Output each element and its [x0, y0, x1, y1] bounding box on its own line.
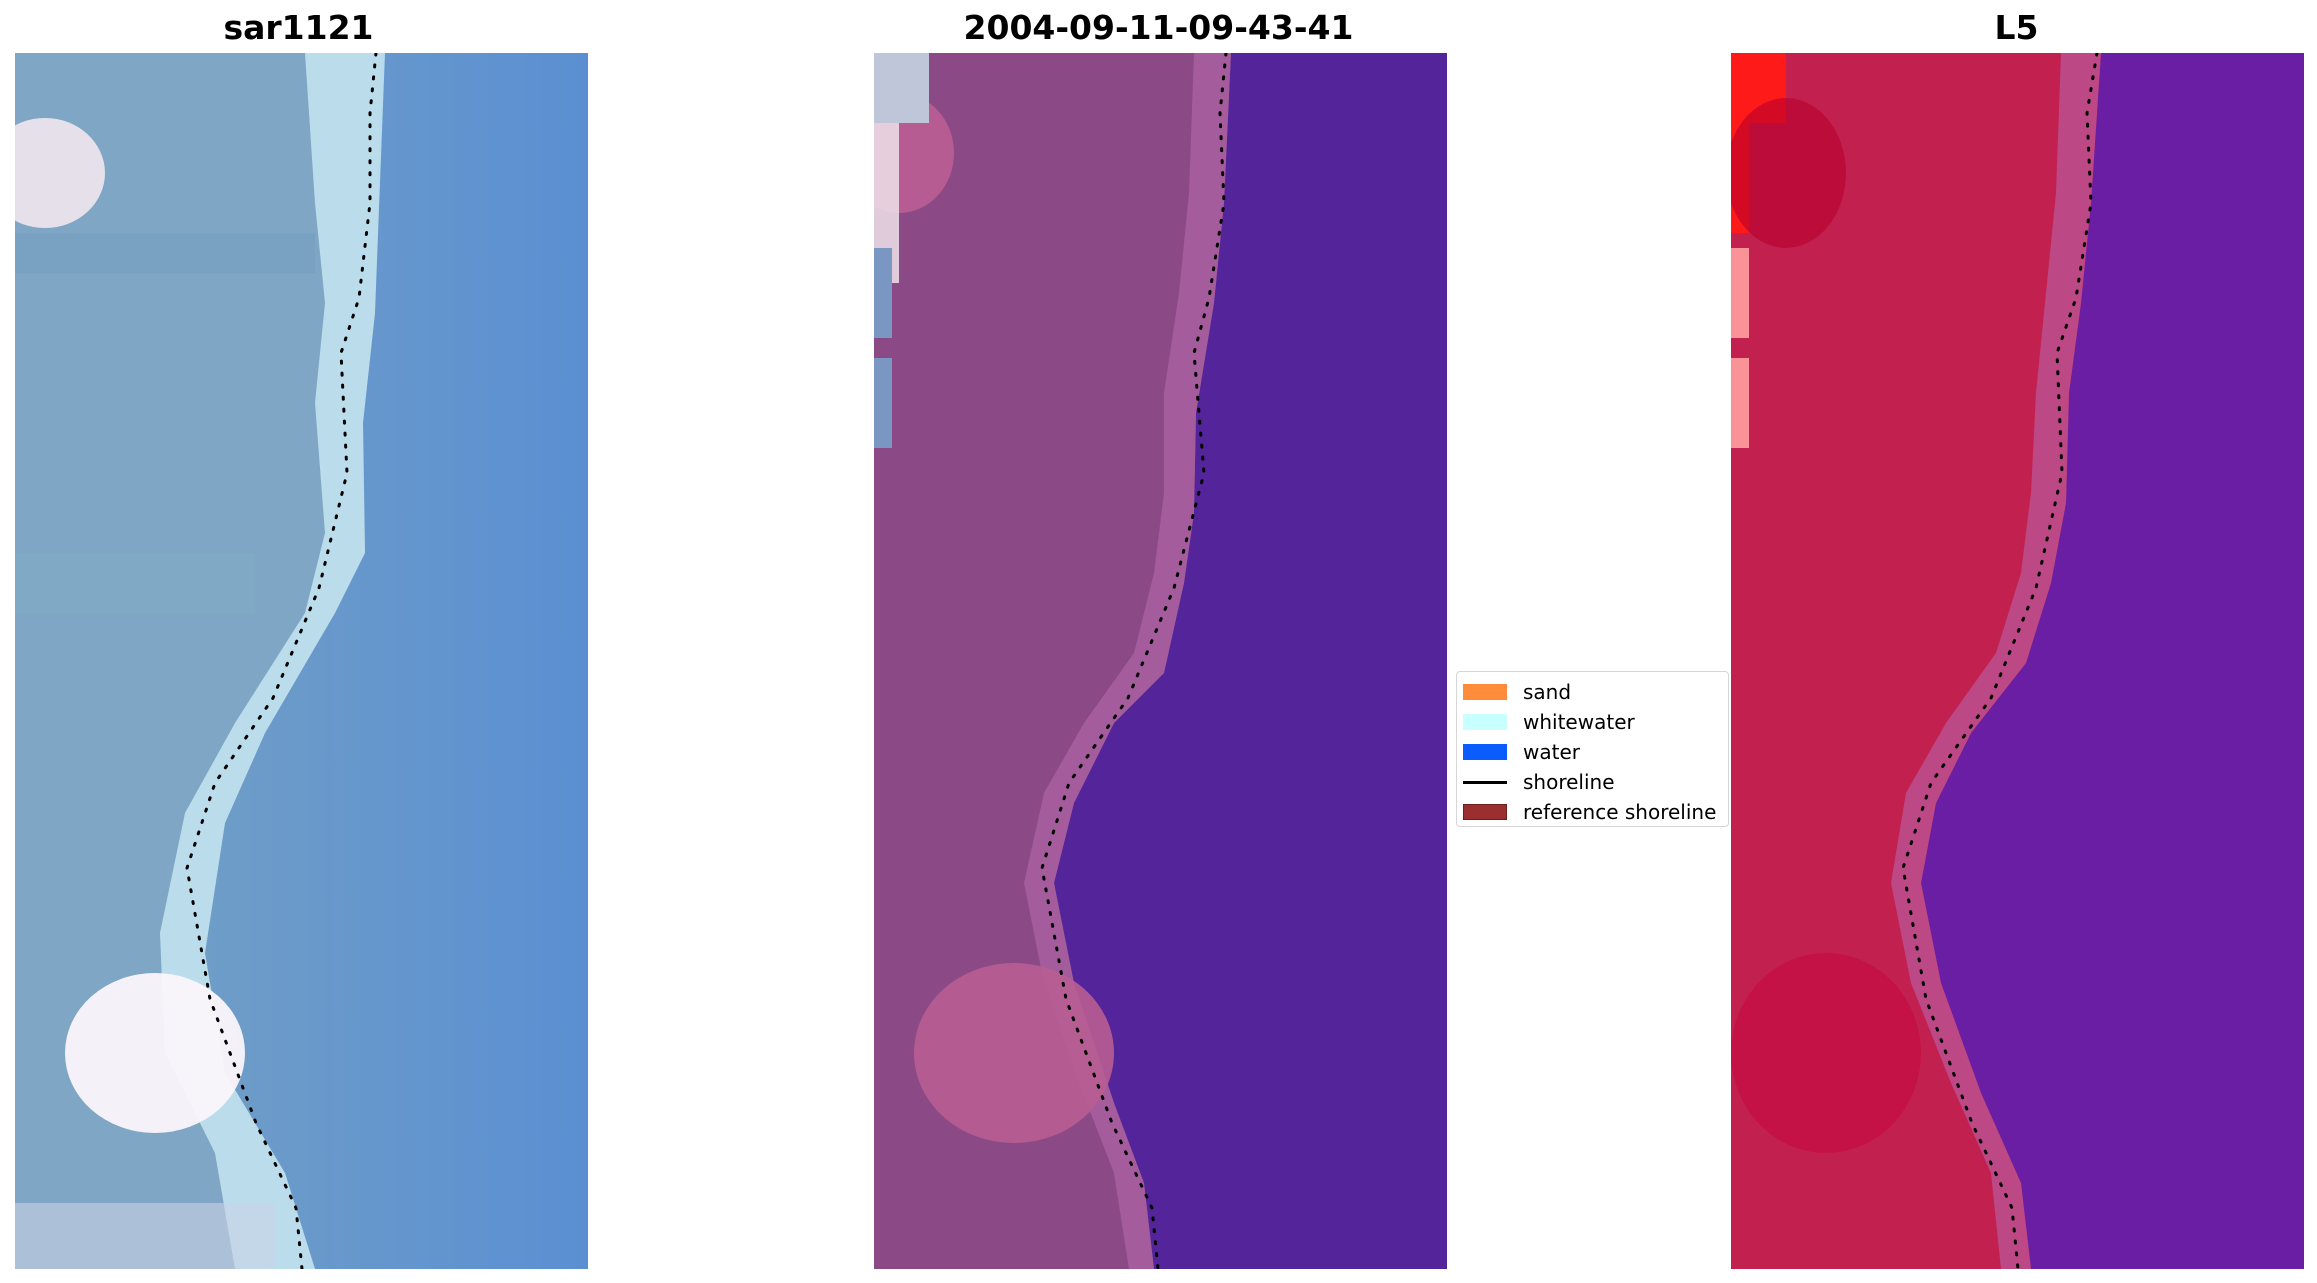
legend-label: sand [1523, 680, 1572, 704]
classified-highlight-bottom [914, 963, 1114, 1143]
legend-line [1463, 780, 1507, 784]
sar-bright-spot-top [15, 118, 105, 228]
classified-image-panel [874, 53, 1447, 1269]
legend-label: shoreline [1523, 770, 1615, 794]
legend-label: water [1523, 740, 1580, 764]
legend-label: whitewater [1523, 710, 1635, 734]
sar-surf-band [160, 53, 385, 1269]
sar-image-panel [15, 53, 588, 1269]
sar-bright-spot-bottom [65, 973, 245, 1133]
classified-sand-patch-1 [874, 53, 929, 123]
index-dark-spot-bottom [1731, 953, 1921, 1153]
classified-water-patch-1 [874, 248, 892, 338]
index-image [1731, 53, 2304, 1269]
legend-swatch [1463, 744, 1507, 760]
legend-item: shoreline [1463, 768, 1615, 796]
classified-image [874, 53, 1447, 1269]
legend-item: reference shoreline [1463, 798, 1716, 826]
index-water-region [1921, 53, 2304, 1269]
classified-water-region [1054, 53, 1447, 1269]
index-highlight-4 [1731, 358, 1749, 448]
legend: sand whitewater water shoreline referenc… [1456, 671, 1729, 827]
index-image-panel [1731, 53, 2304, 1269]
panel-title-sar: sar1121 [223, 8, 374, 47]
legend-item: whitewater [1463, 708, 1635, 736]
sar-band-2 [15, 553, 255, 613]
classified-water-patch-2 [874, 358, 892, 448]
legend-item: water [1463, 738, 1580, 766]
sar-image [15, 53, 588, 1269]
sar-bottom-band [15, 1203, 275, 1269]
index-dark-spot-top [1731, 98, 1846, 248]
legend-item: sand [1463, 678, 1571, 706]
sar-water-region [205, 53, 588, 1269]
panel-title-classified: 2004-09-11-09-43-41 [963, 8, 1354, 47]
classified-edge-band [1024, 53, 1231, 1269]
index-edge-band [1891, 53, 2101, 1269]
sar-shoreline [185, 53, 378, 1269]
legend-label: reference shoreline [1523, 800, 1717, 824]
legend-swatch [1463, 684, 1507, 700]
legend-swatch [1463, 804, 1507, 820]
index-shoreline [1901, 53, 2099, 1269]
index-highlight-3 [1731, 248, 1749, 338]
sar-band-1 [15, 233, 315, 273]
panel-title-index: L5 [1994, 8, 2039, 47]
classified-shoreline [1040, 53, 1228, 1269]
legend-swatch [1463, 714, 1507, 730]
